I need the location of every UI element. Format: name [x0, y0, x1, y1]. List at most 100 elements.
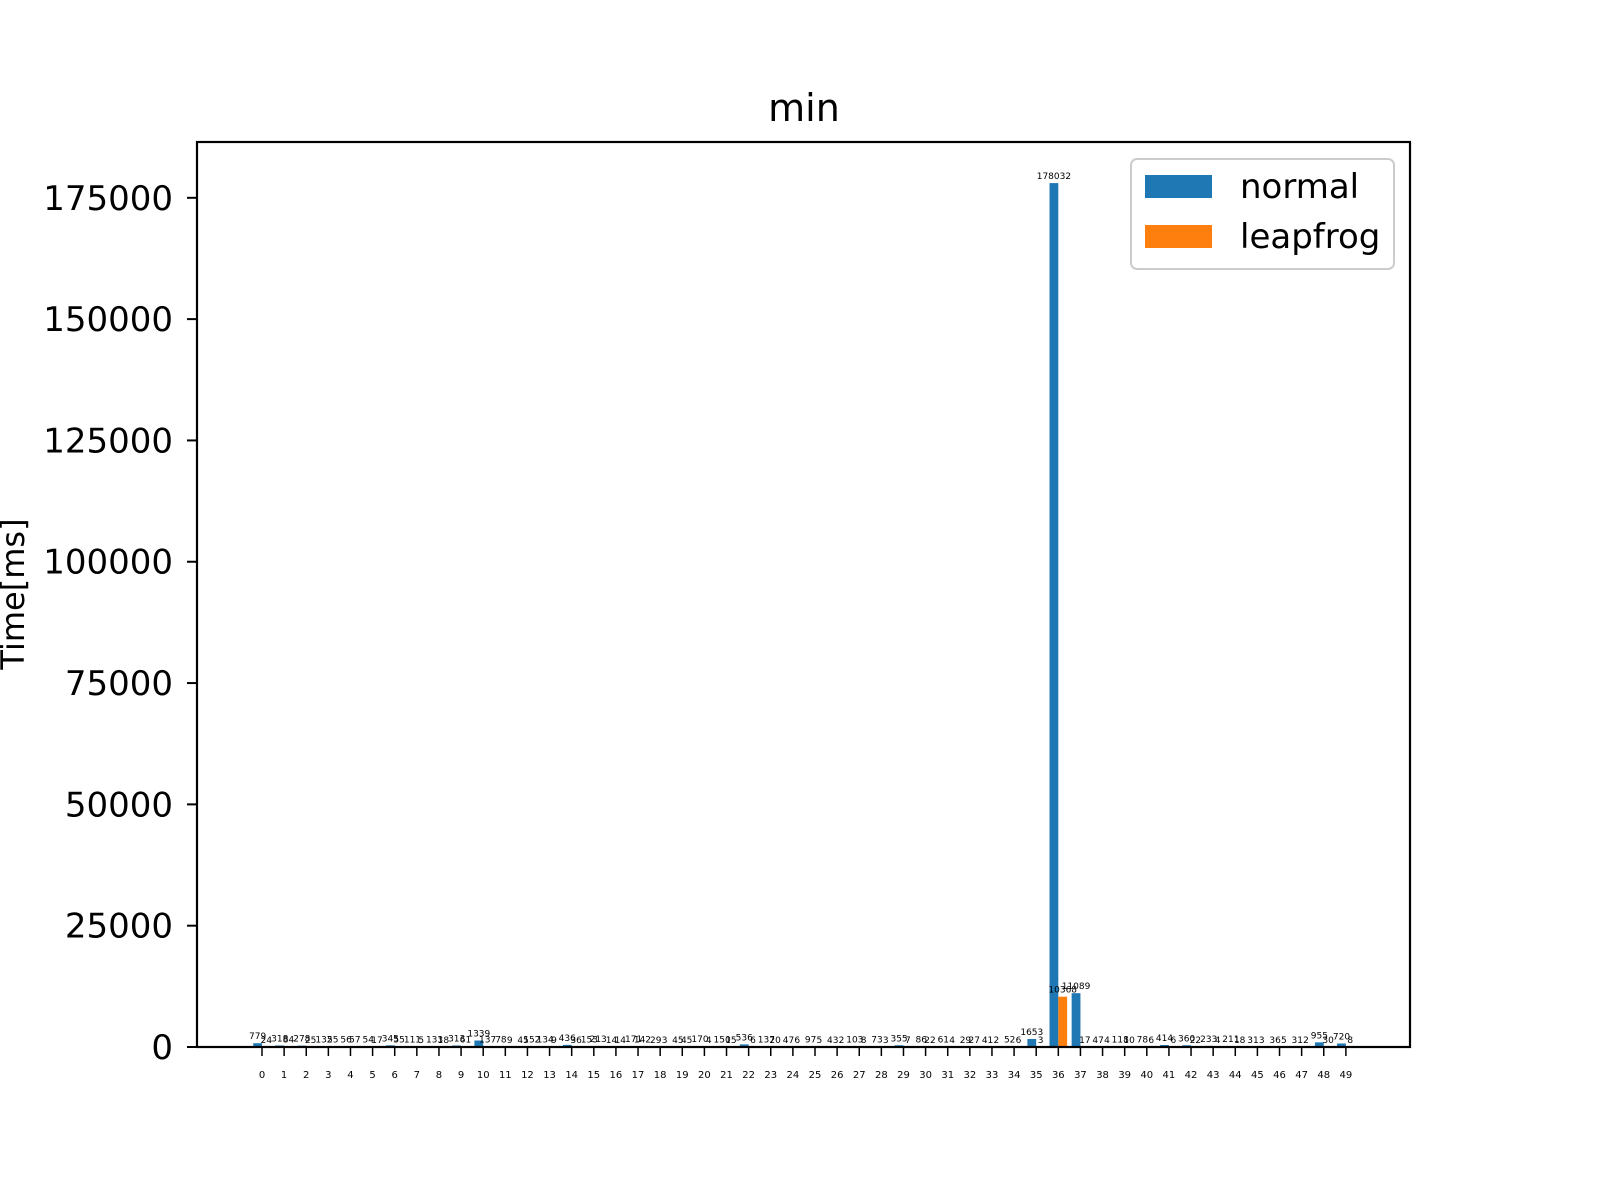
bar-value-label: 133 — [426, 1035, 443, 1045]
bar-value-label: 47 — [783, 1036, 794, 1046]
y-axis-label: Time[ms] — [0, 518, 32, 670]
bar-value-label: 6 — [1016, 1036, 1022, 1046]
bar-value-label: 31 — [1247, 1036, 1258, 1046]
bar-normal-10 — [474, 1040, 484, 1047]
bar-value-label: 24 — [261, 1036, 273, 1046]
y-tick-label: 175000 — [43, 179, 173, 219]
bar-value-label: 170 — [691, 1035, 708, 1045]
bar-value-label: 355 — [890, 1034, 907, 1044]
x-tick-label: 27 — [853, 1070, 866, 1081]
x-axis-ticks: 0 1 2 3 4 5 6 7 8 9 10 11 12 13 14 15 16 17 18 19 20 21 22 23 24… — [259, 1047, 1352, 1081]
bar-value-label: 4 — [1104, 1036, 1110, 1046]
bar-value-label: 4 — [1215, 1036, 1221, 1046]
y-tick-label: 125000 — [43, 421, 173, 461]
y-tick-label: 50000 — [65, 785, 173, 825]
x-tick-label: 37 — [1074, 1070, 1087, 1081]
x-tick-label: 4 — [347, 1070, 353, 1081]
bar-value-label: 779 — [249, 1032, 266, 1042]
bar-value-label: 61 — [460, 1036, 471, 1046]
bar-value-label: 955 — [1311, 1031, 1328, 1041]
x-tick-label: 45 — [1251, 1070, 1264, 1081]
x-tick-label: 47 — [1295, 1070, 1308, 1081]
x-tick-label: 6 — [392, 1070, 398, 1081]
bar-value-label: 36 — [1269, 1036, 1281, 1046]
x-tick-label: 20 — [698, 1070, 711, 1081]
x-tick-label: 49 — [1340, 1070, 1353, 1081]
bar-value-label: 29 — [650, 1036, 662, 1046]
x-tick-label: 24 — [787, 1070, 800, 1081]
bar-value-label: 10368 — [1048, 986, 1077, 996]
bar-value-label: 73 — [871, 1036, 882, 1046]
bar-value-label: 142 — [634, 1035, 651, 1045]
bar-value-label: 36 — [570, 1036, 582, 1046]
bar-value-label: 11089 — [1062, 982, 1091, 992]
bar-normal-49 — [1337, 1043, 1346, 1047]
bar-value-label: 134 — [537, 1035, 554, 1045]
bar-value-label: 47 — [1092, 1036, 1103, 1046]
bar-value-label: 5 — [1281, 1036, 1287, 1046]
x-tick-label: 40 — [1140, 1070, 1153, 1081]
bar-value-label: 54 — [362, 1036, 374, 1046]
x-tick-label: 3 — [325, 1070, 331, 1081]
x-tick-label: 31 — [941, 1070, 954, 1081]
bar-value-label: 84 — [283, 1036, 295, 1046]
bar-value-label: 9 — [551, 1036, 557, 1046]
bar-value-label: 6 — [1170, 1036, 1176, 1046]
bar-value-label: 178032 — [1037, 172, 1071, 182]
bar-value-label: 45 — [681, 1036, 692, 1046]
bar-value-label: 318 — [271, 1034, 288, 1044]
x-tick-label: 28 — [875, 1070, 888, 1081]
bar-value-label: 6 — [1148, 1036, 1154, 1046]
bar-value-label: 152 — [523, 1035, 540, 1045]
bar-value-label: 61 — [938, 1036, 949, 1046]
x-tick-label: 2 — [303, 1070, 309, 1081]
bar-normal-48 — [1314, 1042, 1324, 1047]
bar-value-label: 436 — [559, 1034, 576, 1044]
bar-value-label: 31 — [1292, 1036, 1303, 1046]
x-tick-label: 43 — [1207, 1070, 1220, 1081]
bar-value-label: 150 — [714, 1035, 731, 1045]
bar-value-label: 233 — [1200, 1035, 1217, 1045]
bar-leapfrog-36 — [1058, 996, 1068, 1047]
y-tick-label: 150000 — [43, 300, 173, 340]
bar-series — [253, 183, 1355, 1047]
x-tick-label: 0 — [259, 1070, 265, 1081]
x-tick-label: 5 — [369, 1070, 375, 1081]
bar-value-label: 18 — [1234, 1036, 1246, 1046]
bar-value-label: 29 — [960, 1036, 972, 1046]
bar-value-label: 86 — [915, 1036, 927, 1046]
bar-value-label: 345 — [382, 1034, 399, 1044]
bar-value-label: 22 — [924, 1036, 935, 1046]
x-tick-label: 39 — [1118, 1070, 1131, 1081]
x-tick-label: 48 — [1317, 1070, 1330, 1081]
bar-value-label: 278 — [293, 1035, 310, 1045]
bar-normal-35 — [1027, 1038, 1037, 1047]
x-tick-label: 42 — [1185, 1070, 1198, 1081]
bar-value-label: 536 — [736, 1033, 753, 1043]
x-tick-label: 36 — [1052, 1070, 1065, 1081]
bar-value-label: 45 — [672, 1036, 683, 1046]
x-tick-label: 23 — [764, 1070, 777, 1081]
x-tick-label: 34 — [1008, 1070, 1021, 1081]
y-tick-label: 25000 — [65, 907, 173, 947]
plot-area-frame — [195, 140, 1412, 1049]
x-tick-label: 16 — [610, 1070, 623, 1081]
legend-swatch-normal — [1145, 175, 1212, 198]
bar-value-label: 720 — [1333, 1033, 1350, 1043]
bar-value-label: 132 — [315, 1035, 332, 1045]
bar-value-label: 55 — [327, 1036, 338, 1046]
x-tick-label: 41 — [1163, 1070, 1176, 1081]
legend-swatch-leapfrog — [1145, 225, 1212, 248]
bar-value-label: 211 — [1222, 1035, 1239, 1045]
bar-value-label: 43 — [827, 1036, 838, 1046]
bar-value-label: 45 — [517, 1036, 528, 1046]
bar-value-label: 1653 — [1020, 1028, 1043, 1038]
bar-normal-36 — [1049, 183, 1059, 1047]
bar-value-label: 118 — [1112, 1035, 1129, 1045]
x-tick-label: 14 — [565, 1070, 578, 1081]
bar-value-label: 52 — [1004, 1036, 1015, 1046]
bar-value-label: 27 — [969, 1036, 980, 1046]
x-tick-label: 26 — [831, 1070, 844, 1081]
bar-value-label: 78 — [1137, 1036, 1149, 1046]
